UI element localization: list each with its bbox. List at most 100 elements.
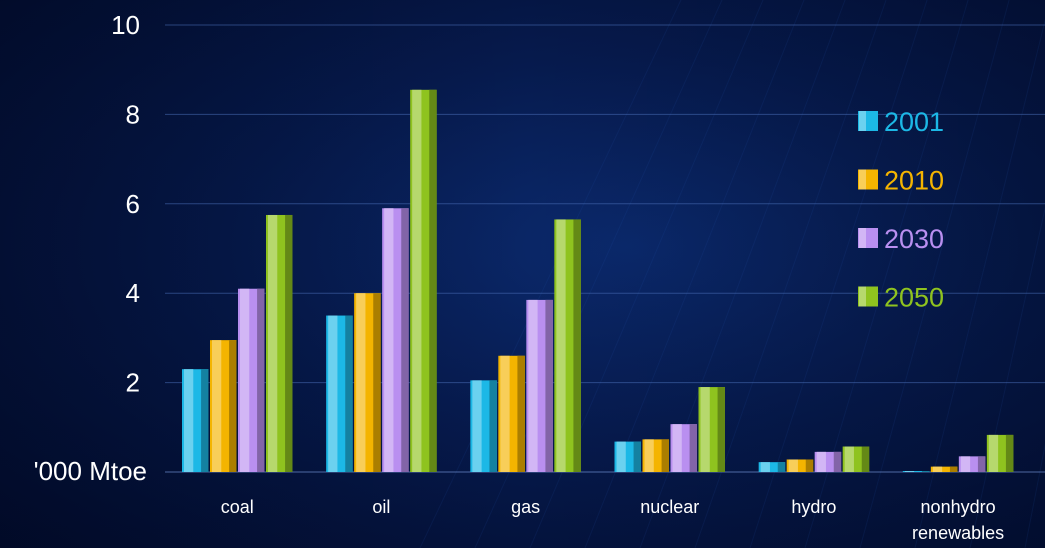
y-tick-label: 6 (126, 189, 140, 219)
bars (182, 89, 1014, 472)
bar-shade (1005, 434, 1014, 472)
bar (526, 299, 553, 472)
bar (930, 466, 958, 472)
legend-item: 2050 (858, 283, 944, 313)
bar (182, 369, 209, 472)
x-tick-label: oil (372, 497, 390, 517)
x-tick-label: hydro (791, 497, 836, 517)
bar-highlight (932, 466, 943, 472)
bar-shade (717, 387, 725, 472)
bar-highlight (500, 355, 510, 472)
y-axis-label: '000 Mtoe (34, 456, 147, 486)
bar-shade (805, 459, 814, 472)
legend-item: 2010 (858, 166, 944, 196)
bar-shade (345, 315, 353, 472)
bar (842, 446, 870, 472)
bar-highlight (528, 299, 538, 472)
bar-shade (517, 355, 525, 472)
bar (902, 471, 930, 472)
background-streak (914, 18, 1045, 548)
x-axis: coal oil gas nuclear hydro nonhydro renewables (221, 497, 1004, 543)
bar (554, 219, 581, 472)
x-tick-label: coal (221, 497, 254, 517)
bar-highlight (644, 439, 654, 472)
legend-item: 2030 (858, 224, 944, 254)
bar-shade (401, 208, 409, 472)
bar (786, 459, 814, 472)
background-streak (694, 0, 887, 548)
bar-shade (777, 462, 786, 472)
bar-highlight (760, 462, 770, 472)
bar (670, 424, 697, 472)
bar-highlight (412, 89, 422, 472)
background-streak (804, 0, 969, 548)
bar-shade (921, 471, 930, 472)
legend-swatch-highlight (859, 111, 866, 131)
bar-shade (949, 466, 958, 472)
bar (698, 387, 725, 472)
bar-shade (861, 446, 870, 472)
background-streak (859, 0, 1010, 548)
legend: 2001 2010 2030 2050 (858, 107, 944, 313)
legend-item: 2001 (858, 107, 944, 137)
bar-shade (977, 456, 986, 472)
bar (958, 456, 986, 472)
bar-highlight (356, 293, 366, 472)
legend-label: 2010 (884, 166, 944, 196)
bar-highlight (556, 219, 566, 472)
bar-highlight (268, 214, 278, 472)
bar-highlight (844, 446, 854, 472)
bar-shade (373, 293, 381, 472)
x-tick-label: gas (511, 497, 540, 517)
bar (614, 441, 641, 472)
bar (210, 340, 237, 472)
legend-swatch-highlight (859, 169, 866, 190)
x-tick-label: nonhydro renewables (912, 497, 1004, 543)
bar (758, 462, 786, 472)
bar (266, 214, 293, 472)
bar-highlight (616, 441, 626, 472)
bar-highlight (788, 459, 798, 472)
bar-highlight (700, 387, 710, 472)
bar-shade (257, 288, 265, 472)
bar (410, 89, 437, 472)
bar (238, 288, 265, 472)
y-tick-label: 4 (126, 278, 140, 308)
y-tick-label: 8 (126, 99, 140, 129)
legend-swatch-highlight (859, 286, 866, 307)
y-tick-label: 2 (126, 368, 140, 398)
bar-shade (201, 369, 209, 472)
bar-highlight (960, 456, 971, 472)
bar-shade (573, 219, 581, 472)
legend-swatch-highlight (859, 228, 866, 248)
legend-label: 2001 (884, 107, 944, 137)
bar (326, 315, 353, 472)
background-streak (1024, 443, 1045, 548)
bar-shade (229, 340, 237, 472)
bar (354, 293, 381, 472)
bar (986, 434, 1014, 472)
bar-highlight (212, 340, 222, 472)
legend-label: 2030 (884, 224, 944, 254)
bar-highlight (816, 451, 826, 472)
bar-body (930, 466, 958, 472)
x-tick-label: nuclear (640, 497, 699, 517)
legend-label: 2050 (884, 283, 944, 313)
bar (814, 451, 842, 472)
bar-shade (689, 424, 697, 472)
bar (382, 208, 409, 472)
y-tick-label: 10 (111, 10, 140, 40)
bar (470, 380, 497, 472)
bar-body (758, 462, 786, 472)
bar-shade (661, 439, 669, 472)
bar-highlight (384, 208, 394, 472)
y-axis: 2 4 6 8 10 '000 Mtoe (34, 10, 147, 486)
background-streak (749, 0, 928, 548)
bar-shade (633, 441, 641, 472)
bar (498, 355, 525, 472)
bar-highlight (184, 369, 194, 472)
bar-highlight (328, 315, 338, 472)
bar-shade (489, 380, 497, 472)
bar-highlight (988, 434, 999, 472)
